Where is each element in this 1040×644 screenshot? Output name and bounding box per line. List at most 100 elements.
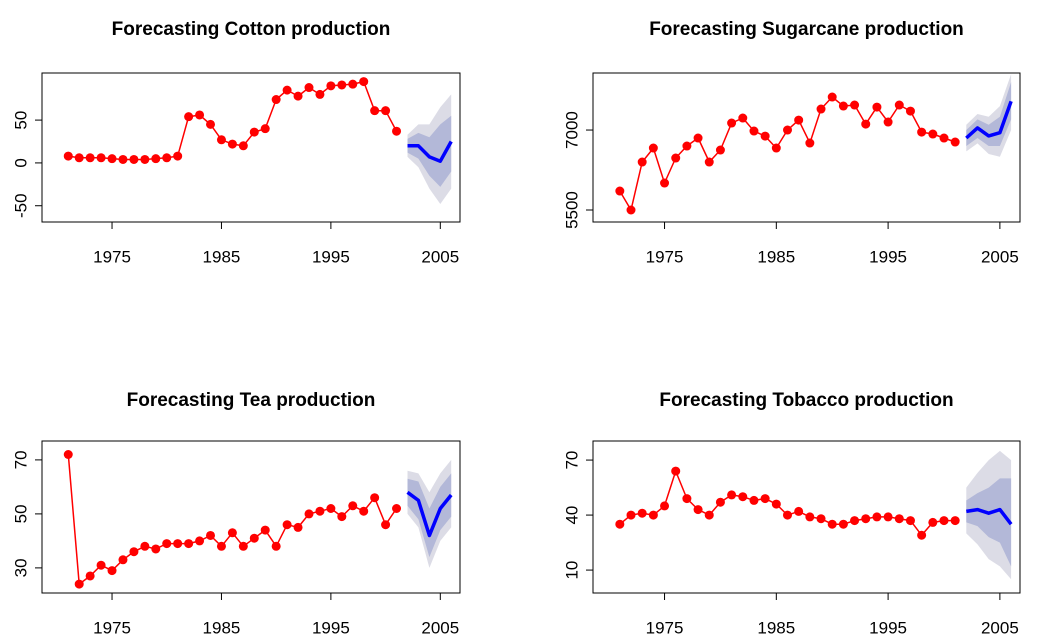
data-point bbox=[96, 560, 106, 570]
x-tick-label: 1975 bbox=[93, 247, 131, 266]
data-point bbox=[118, 555, 128, 565]
data-point bbox=[216, 135, 226, 145]
data-point bbox=[749, 495, 759, 505]
data-point bbox=[129, 547, 139, 557]
data-point bbox=[671, 153, 681, 163]
y-tick-label: 70 bbox=[11, 450, 30, 469]
x-tick-label: 1985 bbox=[757, 247, 795, 266]
y-tick-label: 30 bbox=[11, 558, 30, 577]
data-point bbox=[315, 506, 325, 516]
y-tick-label: 50 bbox=[11, 111, 30, 130]
data-point bbox=[348, 79, 358, 89]
y-tick-label: 40 bbox=[562, 506, 581, 525]
forecast-line bbox=[407, 140, 453, 163]
y-tick-label: -50 bbox=[11, 193, 30, 218]
data-point bbox=[883, 512, 893, 522]
data-point bbox=[260, 124, 270, 134]
y-tick-label: 70 bbox=[562, 451, 581, 470]
data-point bbox=[727, 118, 737, 128]
data-point bbox=[816, 514, 826, 524]
data-point bbox=[107, 566, 117, 576]
data-point bbox=[337, 512, 347, 522]
observed-line bbox=[67, 454, 398, 585]
data-point bbox=[894, 514, 904, 524]
data-point bbox=[129, 154, 139, 164]
data-point bbox=[63, 151, 73, 161]
data-point bbox=[249, 533, 259, 543]
data-point bbox=[216, 541, 226, 551]
data-point bbox=[282, 85, 292, 95]
data-point bbox=[905, 516, 915, 526]
data-point bbox=[381, 106, 391, 116]
data-point bbox=[85, 153, 95, 163]
data-point bbox=[304, 83, 314, 93]
data-point bbox=[827, 519, 837, 529]
data-point bbox=[794, 506, 804, 516]
x-tick-label: 1995 bbox=[312, 618, 350, 637]
data-point bbox=[282, 520, 292, 530]
data-point bbox=[271, 541, 281, 551]
data-point bbox=[660, 501, 670, 511]
data-point bbox=[326, 81, 336, 91]
data-point bbox=[359, 506, 369, 516]
data-point bbox=[939, 516, 949, 526]
data-point bbox=[74, 579, 84, 589]
chart-title: Forecasting Tea production bbox=[127, 390, 376, 411]
data-point bbox=[861, 514, 871, 524]
x-tick-label: 1995 bbox=[312, 247, 350, 266]
forecast-line bbox=[966, 507, 1013, 526]
observed-line bbox=[619, 96, 956, 211]
data-point bbox=[648, 510, 658, 520]
data-point bbox=[359, 77, 369, 87]
data-point bbox=[682, 494, 692, 504]
data-point bbox=[682, 141, 692, 151]
data-point bbox=[648, 143, 658, 153]
data-point bbox=[704, 510, 714, 520]
data-point bbox=[660, 178, 670, 188]
data-point bbox=[326, 503, 336, 513]
data-point bbox=[392, 126, 402, 136]
x-tick-label: 1985 bbox=[757, 618, 795, 637]
observed-line bbox=[619, 470, 956, 536]
data-point bbox=[872, 512, 882, 522]
data-point bbox=[195, 536, 205, 546]
data-point bbox=[615, 519, 625, 529]
data-point bbox=[827, 92, 837, 102]
data-point bbox=[637, 508, 647, 518]
data-point bbox=[392, 503, 402, 513]
data-point bbox=[749, 126, 759, 136]
plot-frame bbox=[41, 440, 461, 594]
data-point bbox=[637, 157, 647, 167]
y-tick-label: 50 bbox=[11, 504, 30, 523]
x-tick-label: 1985 bbox=[203, 618, 241, 637]
data-point bbox=[140, 541, 150, 551]
data-point bbox=[950, 516, 960, 526]
data-point bbox=[771, 499, 781, 509]
data-point bbox=[704, 157, 714, 167]
data-point bbox=[184, 112, 194, 122]
data-point bbox=[838, 519, 848, 529]
data-point bbox=[206, 530, 216, 540]
data-point bbox=[883, 117, 893, 127]
data-point bbox=[151, 544, 161, 554]
data-point bbox=[727, 490, 737, 500]
data-point bbox=[227, 528, 237, 538]
y-tick-label: 5500 bbox=[562, 191, 581, 229]
data-point bbox=[805, 512, 815, 522]
forecast-line bbox=[965, 100, 1013, 140]
data-point bbox=[173, 539, 183, 549]
data-point bbox=[249, 127, 259, 137]
data-point bbox=[370, 106, 380, 116]
data-point bbox=[337, 80, 347, 90]
data-point bbox=[850, 100, 860, 110]
forecast-band bbox=[407, 473, 452, 558]
data-point bbox=[184, 539, 194, 549]
data-point bbox=[805, 138, 815, 148]
x-tick-label: 2005 bbox=[981, 247, 1019, 266]
plot-frame bbox=[41, 72, 461, 223]
data-point bbox=[260, 525, 270, 535]
data-point bbox=[271, 95, 281, 105]
data-point bbox=[206, 119, 216, 129]
data-point bbox=[671, 466, 681, 476]
